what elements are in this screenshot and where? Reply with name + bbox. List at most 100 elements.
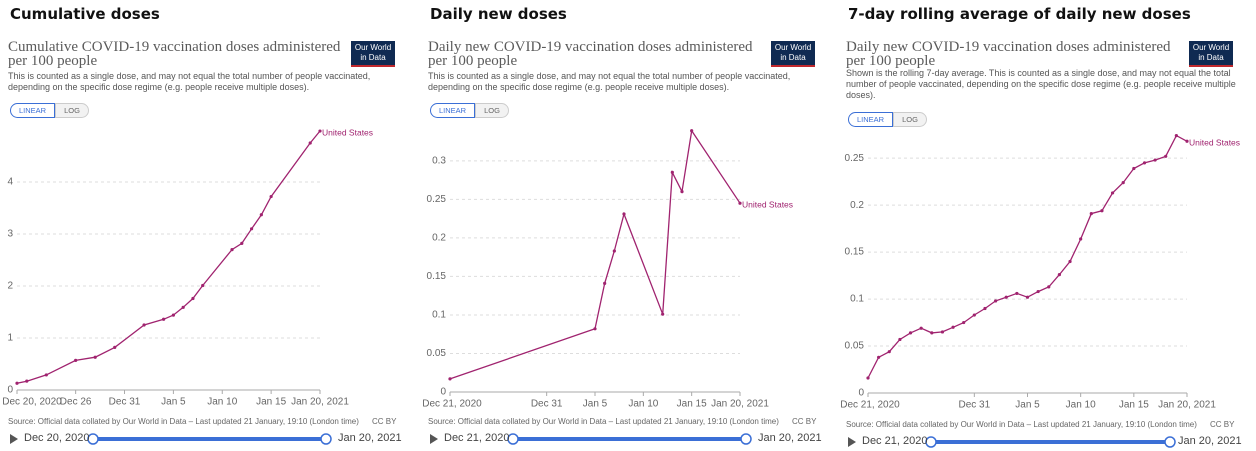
- data-point: [962, 320, 966, 325]
- scale-button[interactable]: LOG: [893, 112, 927, 127]
- data-point: [259, 213, 263, 217]
- x-tick-label: Dec 20, 2020: [2, 397, 62, 408]
- data-point: [940, 330, 945, 334]
- data-point: [269, 194, 273, 199]
- play-button[interactable]: [848, 437, 856, 447]
- scale-button[interactable]: LINEAR: [10, 103, 56, 118]
- data-point: [93, 355, 97, 359]
- license: CC BY: [792, 417, 817, 426]
- timeline-handle[interactable]: [1164, 436, 1176, 448]
- y-tick-label: 0: [7, 385, 13, 396]
- license: CC BY: [372, 417, 397, 426]
- timeline-end: Jan 20, 2021: [1178, 435, 1242, 447]
- scale-button[interactable]: LOG: [55, 103, 89, 118]
- y-tick-label: 0.3: [432, 155, 446, 166]
- y-tick-label: 0.2: [432, 233, 446, 244]
- data-point: [318, 129, 322, 133]
- data-point: [308, 141, 312, 145]
- chart-panel: 0 1 2 3 4 Dec 20, 2020 Dec 26 Dec 31 Jan 5 Jan 10…: [0, 0, 418, 451]
- x-tick-label: Dec 21, 2020: [422, 399, 482, 410]
- x-tick-label: Dec 26: [60, 397, 92, 408]
- panel-heading: Daily new doses: [430, 5, 567, 23]
- data-point: [908, 331, 913, 335]
- play-button[interactable]: [10, 434, 18, 444]
- data-point: [1164, 154, 1168, 158]
- x-tick-label: Jan 20, 2021: [291, 397, 349, 408]
- y-tick-label: 0.25: [845, 153, 865, 164]
- scale-button[interactable]: LINEAR: [848, 112, 894, 127]
- x-tick-label: Dec 31: [531, 399, 563, 410]
- data-point: [887, 350, 891, 354]
- source-note: Source: Official data collated by Our Wo…: [8, 417, 359, 426]
- chart-subtitle: Shown is the rolling 7-day average. This…: [846, 68, 1236, 100]
- data-point: [603, 281, 607, 285]
- x-tick-label: Dec 21, 2020: [840, 400, 900, 411]
- timeline-handle[interactable]: [925, 436, 937, 448]
- chart-title: Cumulative COVID-19 vaccination doses ad…: [8, 39, 341, 69]
- data-point: [877, 355, 881, 359]
- scale-toggle: LINEAR LOG: [848, 112, 927, 127]
- play-button[interactable]: [430, 434, 438, 444]
- timeline-handle[interactable]: [320, 433, 332, 445]
- y-tick-label: 0.25: [427, 194, 447, 205]
- data-point: [951, 325, 955, 329]
- scale-toggle: LINEAR LOG: [10, 103, 89, 118]
- data-point: [74, 358, 78, 362]
- data-point: [612, 249, 616, 253]
- timeline-handle[interactable]: [740, 433, 752, 445]
- data-point: [1110, 191, 1115, 195]
- data-point: [142, 323, 146, 327]
- scale-button[interactable]: LOG: [475, 103, 509, 118]
- data-point: [448, 377, 452, 381]
- data-point: [249, 227, 254, 231]
- x-tick-label: Jan 10: [628, 399, 658, 410]
- scale-button[interactable]: LINEAR: [430, 103, 476, 118]
- timeline-handle[interactable]: [507, 433, 519, 445]
- series-label: United States: [742, 199, 793, 209]
- scale-toggle: LINEAR LOG: [430, 103, 509, 118]
- data-point: [680, 190, 684, 194]
- chart-subtitle: This is counted as a single dose, and ma…: [8, 71, 371, 92]
- data-point: [866, 376, 870, 380]
- data-point: [44, 373, 48, 377]
- data-point: [1132, 166, 1136, 171]
- y-tick-label: 0.15: [845, 247, 865, 258]
- x-tick-label: Jan 5: [583, 399, 608, 410]
- data-point: [1079, 237, 1083, 241]
- y-tick-label: 4: [7, 177, 13, 188]
- data-point: [1025, 295, 1030, 299]
- data-point: [1036, 289, 1040, 294]
- source-note: Source: Official data collated by Our Wo…: [428, 417, 779, 426]
- data-point: [661, 312, 665, 316]
- data-point: [113, 345, 117, 349]
- x-tick-label: Jan 20, 2021: [711, 399, 769, 410]
- chart: 0 0.05 0.1 0.15 0.2 0.25 Dec 21, 2020 Dec 31 Jan…: [840, 134, 1240, 448]
- timeline-handle[interactable]: [87, 433, 99, 445]
- data-point: [201, 283, 205, 288]
- data-point: [25, 379, 29, 383]
- y-tick-label: 0.05: [427, 348, 447, 359]
- data-point: [1004, 295, 1008, 299]
- data-point: [162, 317, 166, 321]
- series-line: [867, 134, 1188, 379]
- chart: 0 0.05 0.1 0.15 0.2 0.25 0.3 Dec 21, 2020 Dec 31…: [422, 129, 793, 445]
- y-tick-label: 1: [7, 333, 13, 344]
- data-point: [1142, 161, 1147, 165]
- y-tick-label: 0.15: [427, 271, 447, 282]
- data-point: [230, 248, 234, 252]
- data-point: [191, 296, 195, 301]
- data-point: [1015, 291, 1019, 296]
- data-point: [15, 381, 19, 385]
- data-point: [994, 299, 998, 303]
- series-label: United States: [1189, 138, 1240, 148]
- timeline-start: Dec 21, 2020: [444, 432, 510, 444]
- x-tick-label: Jan 5: [161, 397, 186, 408]
- data-point: [1068, 259, 1072, 264]
- data-point: [983, 306, 987, 311]
- timeline-start: Dec 21, 2020: [862, 435, 928, 447]
- x-tick-label: Jan 15: [677, 399, 707, 410]
- series-line: [16, 130, 321, 384]
- data-point: [1100, 209, 1104, 213]
- logo: Our World in Data: [1189, 41, 1233, 67]
